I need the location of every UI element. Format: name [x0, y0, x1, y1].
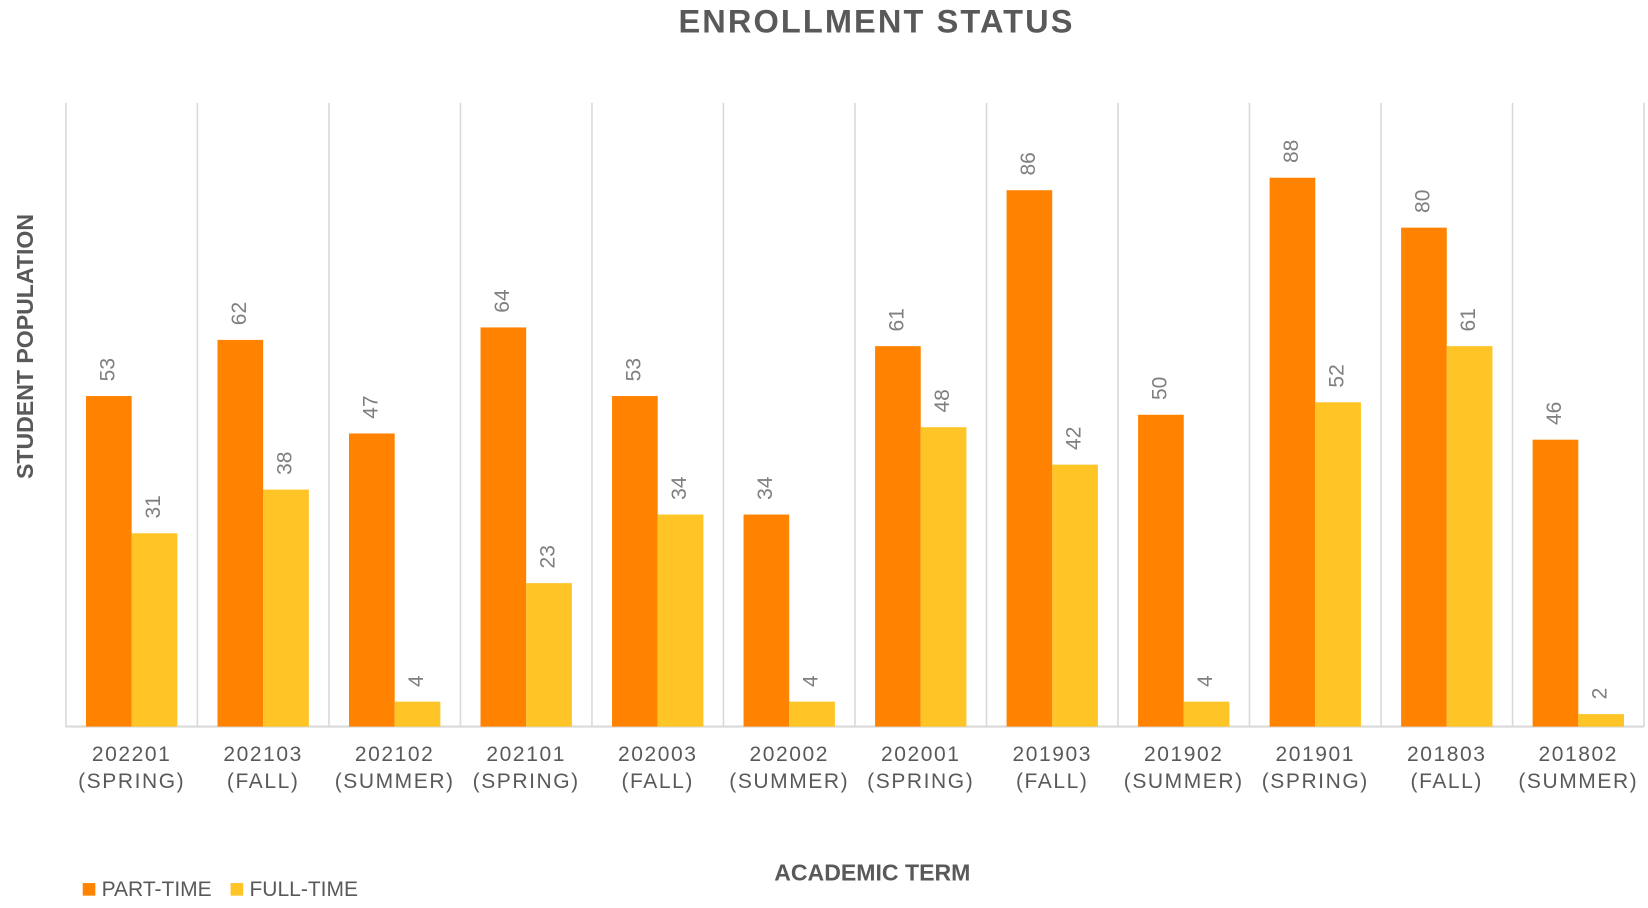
data-label: 61: [1457, 308, 1480, 331]
data-label: 62: [228, 302, 251, 325]
data-label: 46: [1543, 402, 1566, 425]
data-label: 4: [405, 675, 428, 687]
x-tick-label: 202003 (FALL): [618, 742, 698, 792]
y-axis-title: STUDENT POPULATION: [12, 214, 38, 479]
x-tick-label: 202101 (SPRING): [473, 742, 580, 792]
data-label: 88: [1280, 140, 1303, 163]
bar: [526, 583, 572, 727]
x-tick-label: 202102 (SUMMER): [335, 742, 455, 792]
x-tick-label: 201803 (FALL): [1407, 742, 1487, 792]
data-label: 50: [1148, 377, 1171, 400]
bar: [85, 396, 132, 727]
bar: [1052, 464, 1098, 727]
x-tick-label: 201902 (SUMMER): [1124, 742, 1244, 792]
bar: [1006, 190, 1053, 727]
data-label: 80: [1411, 190, 1434, 213]
bar: [394, 701, 441, 727]
data-label: 2: [1589, 688, 1612, 700]
legend-label: FULL-TIME: [249, 878, 358, 901]
chart-title: ENROLLMENT STATUS: [678, 4, 1074, 40]
data-label: 34: [668, 476, 691, 500]
bar: [612, 396, 658, 727]
bar: [1138, 414, 1184, 727]
bar: [743, 514, 790, 727]
bar: [1578, 714, 1624, 727]
data-label: 42: [1063, 427, 1086, 450]
x-tick-label: 201903 (FALL): [1012, 742, 1092, 792]
bar: [349, 433, 395, 727]
bar: [1315, 402, 1361, 727]
legend-swatch: [230, 883, 244, 896]
bar: [480, 327, 527, 727]
data-label: 53: [622, 358, 645, 381]
bar: [1401, 227, 1447, 727]
data-label: 38: [274, 452, 297, 475]
data-label: 53: [96, 358, 119, 381]
data-label: 48: [931, 389, 954, 412]
bar: [1446, 346, 1493, 727]
data-label: 23: [537, 545, 560, 568]
x-tick-label: 202103 (FALL): [223, 742, 303, 792]
data-label: 86: [1017, 152, 1040, 175]
bar: [263, 489, 309, 727]
data-label: 4: [1194, 675, 1217, 687]
data-label: 4: [800, 675, 823, 687]
x-tick-label: 202002 (SUMMER): [729, 742, 849, 792]
bar: [657, 514, 704, 727]
legend-label: PART-TIME: [102, 878, 212, 901]
x-tick-label: 201802 (SUMMER): [1518, 742, 1638, 792]
data-label: 64: [491, 289, 514, 313]
bar: [217, 339, 264, 727]
bar: [131, 533, 178, 727]
data-label: 34: [754, 476, 777, 500]
bar: [1269, 177, 1316, 727]
data-label: 61: [885, 308, 908, 331]
data-label: 52: [1326, 364, 1349, 387]
bar: [789, 701, 835, 727]
legend-swatch: [82, 883, 96, 896]
bar: [875, 346, 921, 727]
x-tick-label: 202001 (SPRING): [867, 742, 974, 792]
x-tick-label: 202201 (SPRING): [78, 742, 185, 792]
x-axis-title: ACADEMIC TERM: [774, 860, 970, 886]
data-label: 47: [359, 395, 382, 418]
data-label: 31: [142, 495, 165, 518]
bar: [1532, 439, 1579, 727]
x-tick-label: 201901 (SPRING): [1262, 742, 1369, 792]
bar: [920, 427, 967, 727]
bar: [1183, 701, 1230, 727]
